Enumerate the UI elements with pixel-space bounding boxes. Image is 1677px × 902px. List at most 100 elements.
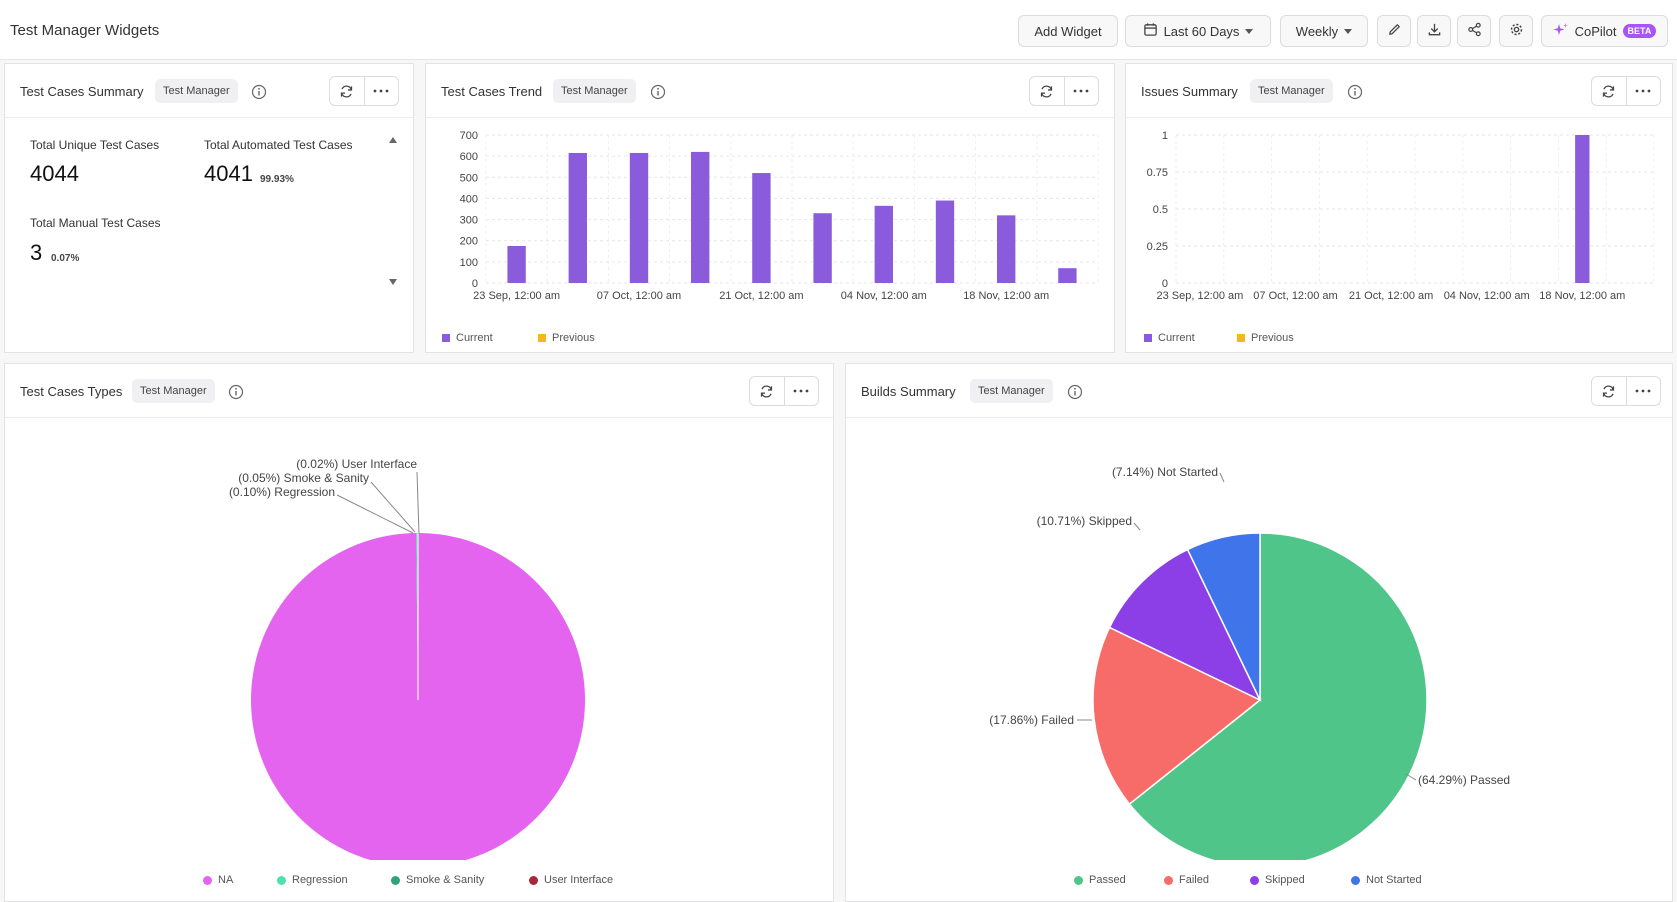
widget-title: Builds Summary [861,384,956,399]
bar [997,215,1016,283]
more-options-button[interactable] [1065,77,1099,105]
copilot-button[interactable]: CoPilot BETA [1541,15,1668,47]
y-tick-label: 0 [1162,278,1168,290]
legend-dot [1074,875,1083,885]
y-tick-label: 1 [1162,130,1168,142]
widget-actions [1029,76,1099,106]
refresh-button[interactable] [1030,77,1065,105]
chevron-down-icon [1344,28,1353,34]
share-icon [1467,22,1482,40]
more-options-button[interactable] [785,377,819,405]
test-cases-types-widget: Test Cases Types Test Manager (0.02%) Us… [4,363,834,902]
automated-test-cases-percent: 99.93% [260,174,294,185]
legend-item[interactable]: Smoke & Sanity [391,874,484,886]
bar [629,152,649,283]
refresh-icon [341,85,353,97]
widget-header: Issues Summary Test Manager [1126,64,1672,118]
pie-leader-line [1133,522,1141,531]
refresh-icon [1603,385,1615,397]
refresh-icon [761,385,773,397]
more-options-button[interactable] [1627,377,1661,405]
automated-test-cases-label: Total Automated Test Cases [204,138,353,152]
more-options-button[interactable] [1627,77,1661,105]
gear-icon [1509,22,1524,40]
more-icon [793,389,809,393]
types-pie-chart: (0.02%) User Interface(0.05%) Smoke & Sa… [229,457,585,860]
settings-button[interactable] [1499,15,1533,47]
info-icon[interactable] [650,84,666,100]
info-icon[interactable] [1347,84,1363,100]
date-range-dropdown[interactable]: Last 60 Days [1125,15,1271,47]
y-tick-label: 0.5 [1153,204,1168,216]
more-icon [373,89,389,93]
refresh-button[interactable] [1592,77,1627,105]
legend-item[interactable]: Regression [277,874,348,886]
add-widget-button[interactable]: Add Widget [1018,15,1118,47]
download-icon [1427,22,1442,40]
legend-dot [391,875,400,885]
legend-label: Skipped [1265,874,1305,886]
pie-label: (0.05%) Smoke & Sanity [238,471,369,485]
pie-leader-line [370,481,416,533]
legend-dot [1250,875,1259,885]
y-tick-label: 300 [460,215,478,227]
legend-label: User Interface [544,874,614,886]
y-tick-label: 600 [460,151,478,163]
legend-item[interactable]: Failed [1164,874,1209,886]
legend-current[interactable]: Current [442,332,493,344]
refresh-button[interactable] [750,377,785,405]
share-button[interactable] [1457,15,1491,47]
refresh-button[interactable] [1592,377,1627,405]
download-button[interactable] [1417,15,1451,47]
legend-label: Previous [1251,332,1294,344]
widget-title: Issues Summary [1141,84,1238,99]
legend-label: Passed [1089,874,1126,886]
info-icon[interactable] [228,384,244,400]
legend-item[interactable]: NA [203,874,233,886]
refresh-button[interactable] [330,77,365,105]
interval-dropdown[interactable]: Weekly [1280,15,1368,47]
bar [507,246,526,283]
legend-previous[interactable]: Previous [538,332,595,344]
builds-summary-widget: Builds Summary Test Manager (7.14%) Not … [845,363,1673,902]
issues-summary-widget: Issues Summary Test Manager 0 0.25 0.5 0.75… [1125,63,1673,353]
pie-leader-line [336,494,414,534]
info-icon[interactable] [1067,384,1083,400]
more-icon [1635,389,1651,393]
legend-label: Not Started [1366,874,1422,886]
legend-previous[interactable]: Previous [1237,332,1294,344]
bar [813,213,832,283]
widget-actions [329,76,399,106]
widget-tag: Test Manager [132,379,215,403]
copilot-label: CoPilot [1574,23,1617,39]
widget-title: Test Cases Summary [20,84,144,99]
page-title: Test Manager Widgets [10,22,160,39]
legend-item[interactable]: Not Started [1351,874,1422,886]
legend-item[interactable]: Skipped [1250,874,1305,886]
scroll-down-arrow[interactable] [389,272,397,290]
scroll-up-arrow[interactable] [389,130,397,148]
x-tick-label: 04 Nov, 12:00 am [841,290,927,302]
legend-dot [277,875,286,885]
pie-label: (17.86%) Failed [989,713,1074,727]
pie-slice [1128,532,1428,860]
sparkle-icon [1553,22,1569,41]
legend-item[interactable]: Passed [1074,874,1126,886]
bar [752,173,771,283]
widget-title: Test Cases Types [20,384,123,399]
x-tick-label: 21 Oct, 12:00 am [719,290,803,302]
bar [568,152,587,283]
legend-item[interactable]: User Interface [529,874,613,886]
more-options-button[interactable] [365,77,399,105]
more-icon [1073,89,1089,93]
x-tick-label: 07 Oct, 12:00 am [597,290,681,302]
edit-button[interactable] [1377,15,1411,47]
top-bar: Test Manager Widgets Add Widget Last 60 … [0,0,1677,60]
legend-current[interactable]: Current [1144,332,1195,344]
chevron-down-icon [1245,28,1254,34]
legend-label: Failed [1179,874,1209,886]
info-icon[interactable] [251,84,267,100]
widget-title: Test Cases Trend [441,84,543,99]
beta-badge: BETA [1622,24,1657,38]
x-tick-label: 18 Nov, 12:00 am [1539,290,1625,302]
